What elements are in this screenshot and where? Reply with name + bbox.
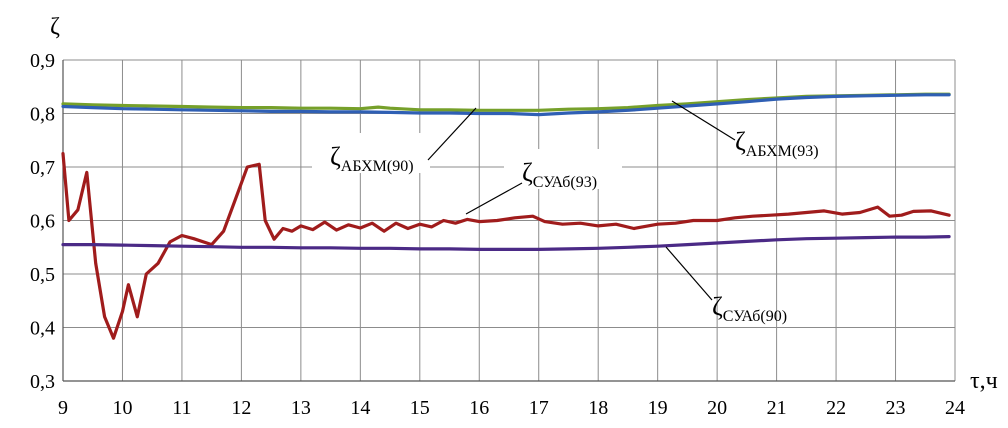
x-tick-label: 10 xyxy=(112,397,132,419)
series-label-subscript: АБХМ(93) xyxy=(746,143,819,160)
y-tick-label: 0,5 xyxy=(30,264,55,286)
series-line-1 xyxy=(61,93,951,117)
x-tick-label: 15 xyxy=(410,397,430,419)
series-line-2 xyxy=(61,152,951,340)
y-tick-label: 0,7 xyxy=(30,157,55,179)
y-tick-label: 0,3 xyxy=(30,371,55,393)
series-lines xyxy=(61,92,951,340)
x-tick-label: 20 xyxy=(707,397,727,419)
y-axis-title: ζ xyxy=(50,14,60,40)
series-label-text: ζСУАб(90) xyxy=(712,292,787,325)
x-tick-label: 9 xyxy=(58,397,68,419)
series-label-symbol: ζ xyxy=(330,142,341,171)
series-label-subscript: АБХМ(90) xyxy=(341,158,414,175)
annotations: ζАБХМ(90)ζАБХМ(93)ζСУАб(93)ζСУАб(90) xyxy=(312,100,819,325)
x-tick-label: 18 xyxy=(588,397,608,419)
leader-line xyxy=(665,246,713,301)
y-tick-label: 0,9 xyxy=(30,50,55,72)
x-tick-label: 16 xyxy=(469,397,489,419)
x-tick-label: 24 xyxy=(945,397,965,419)
y-tick-label: 0,6 xyxy=(30,211,55,233)
series-line-3 xyxy=(61,235,951,251)
x-tick-label: 19 xyxy=(648,397,668,419)
leader-line xyxy=(427,107,477,161)
series-label-symbol: ζ xyxy=(735,127,746,156)
series-label-text: ζАБХМ(90) xyxy=(330,142,414,175)
x-tick-label: 21 xyxy=(767,397,787,419)
series-label-bg xyxy=(312,133,430,173)
x-axis-title: τ,ч xyxy=(970,368,998,394)
series-label-0: ζАБХМ(93) xyxy=(671,100,819,160)
leader-line xyxy=(671,100,736,141)
series-label-subscript: СУАб(93) xyxy=(533,174,597,191)
series-label-subscript: СУАб(90) xyxy=(723,308,787,325)
leader-line xyxy=(465,182,523,215)
series-label-symbol: ζ xyxy=(522,158,533,187)
x-tick-label: 17 xyxy=(529,397,549,419)
series-label-text: ζАБХМ(93) xyxy=(735,127,819,160)
x-tick-label: 14 xyxy=(350,397,370,419)
y-tick-label: 0,8 xyxy=(30,104,55,126)
series-label-3: ζСУАб(90) xyxy=(665,246,787,325)
x-tick-label: 22 xyxy=(826,397,846,419)
x-tick-label: 23 xyxy=(886,397,906,419)
series-label-text: ζСУАб(93) xyxy=(522,158,597,191)
axes: 0,3 0,4 0,5 0,6 0,7 0,8 0,9 9 10 11 12 13 14 15 16 17 18… xyxy=(30,50,965,419)
x-tick-label: 12 xyxy=(231,397,251,419)
series-label-symbol: ζ xyxy=(712,292,723,321)
x-tick-label: 11 xyxy=(172,397,191,419)
series-label-bg xyxy=(504,149,622,189)
series-label-2: ζСУАб(93) xyxy=(465,149,622,215)
series-label-1: ζАБХМ(90) xyxy=(312,107,477,175)
x-tick-label: 13 xyxy=(291,397,311,419)
y-tick-label: 0,4 xyxy=(30,318,55,340)
